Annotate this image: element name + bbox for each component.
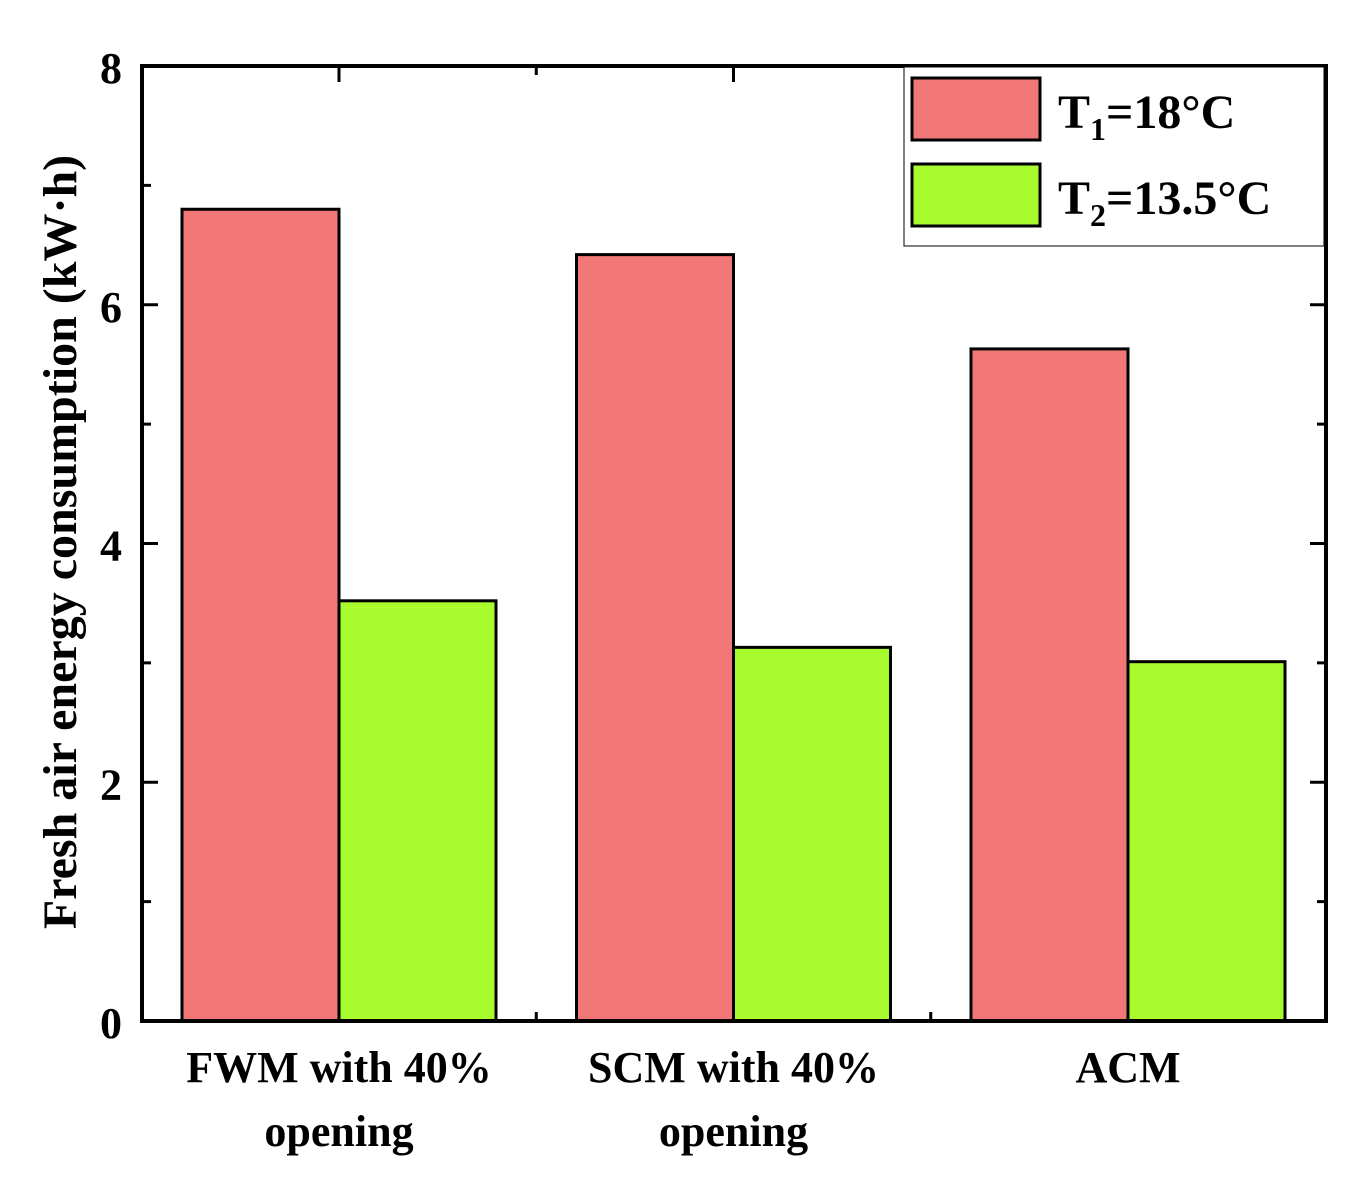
y-tick-label: 4 [100, 522, 122, 571]
bar-2-1 [337, 599, 498, 1023]
x-tick-label: opening [264, 1107, 413, 1156]
x-tick-label: opening [659, 1107, 808, 1156]
bar-2-2 [732, 645, 892, 1023]
y-tick-label: 6 [100, 283, 122, 332]
y-tick-label: 2 [100, 760, 122, 809]
y-tick-label: 8 [100, 44, 122, 93]
legend-label-1: T1=18°C [1058, 86, 1235, 147]
y-tick-labels: 0 2 4 6 8 [100, 44, 122, 1048]
bars-group [180, 207, 1287, 1023]
legend-swatch-1 [910, 76, 1042, 142]
y-axis-label: Fresh air energy consumption (kW·h) [34, 155, 87, 929]
x-tick-label: FWM with 40% [186, 1043, 492, 1092]
x-tick-labels: FWM with 40% opening SCM with 40% opening AC… [186, 1043, 1180, 1156]
bar-1-2 [575, 253, 735, 1023]
bar-1-3 [969, 347, 1130, 1023]
bar-2-3 [1126, 660, 1287, 1023]
y-tick-label: 0 [100, 999, 122, 1048]
legend-swatch-2 [910, 162, 1042, 228]
x-tick-label: ACM [1075, 1043, 1180, 1092]
legend: T1=18°C T2=13.5°C [903, 66, 1325, 247]
legend-label-2: T2=13.5°C [1058, 172, 1271, 233]
x-tick-label: SCM with 40% [588, 1043, 879, 1092]
bar-1-1 [180, 207, 341, 1023]
